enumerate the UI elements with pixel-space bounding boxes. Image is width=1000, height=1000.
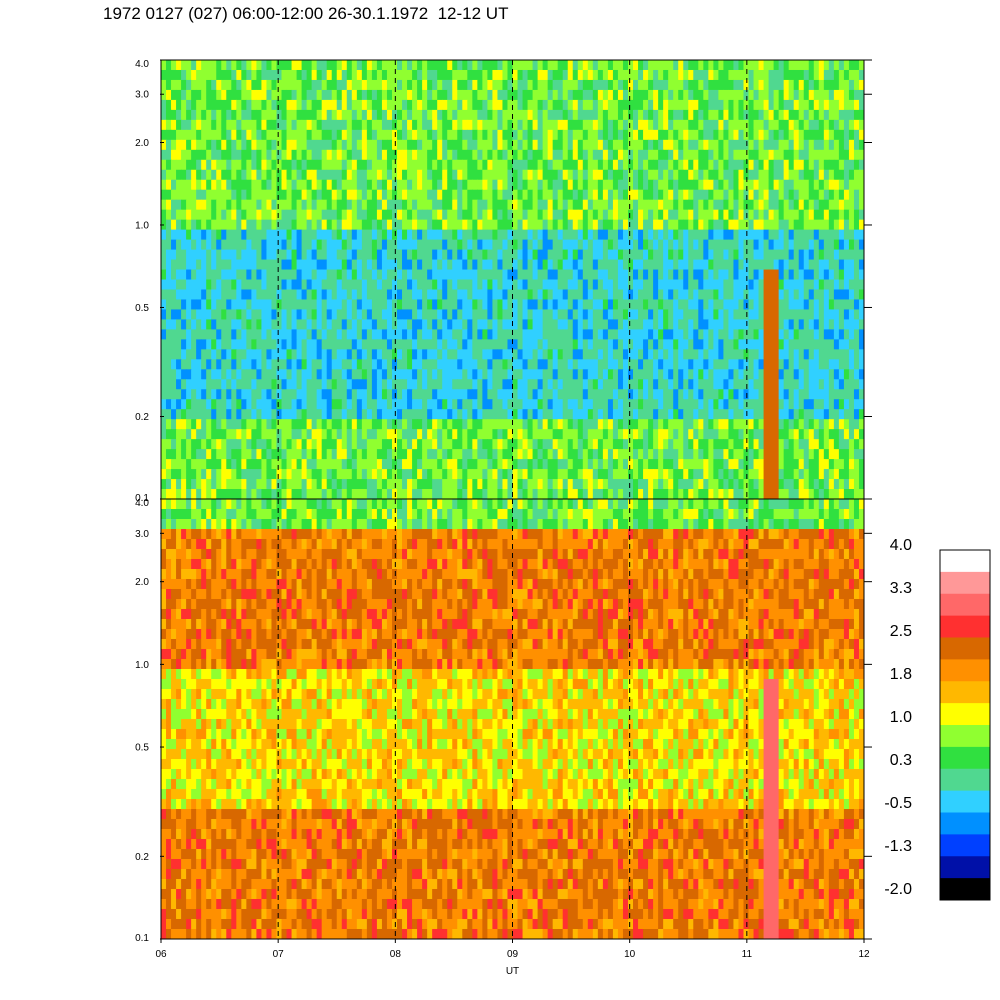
colorbar-swatch (940, 834, 990, 857)
colorbar-swatch (940, 856, 990, 879)
x-tick-label: 07 (273, 949, 285, 960)
y-tick-label: 0.2 (135, 412, 149, 423)
x-tick-label: 06 (155, 949, 167, 960)
colorbar-frame (939, 549, 991, 901)
colorbar-swatch (940, 768, 990, 792)
colorbar-swatch (940, 725, 990, 748)
colorbar-swatch (940, 659, 990, 682)
x-axis-label: UT (506, 966, 519, 977)
colorbar-swatch (940, 571, 990, 595)
page-title: 1972 0127 (027) 06:00-12:00 26-30.1.1972… (103, 4, 509, 23)
y-tick-label: 1.0 (135, 660, 149, 671)
y-tick-label: 0.5 (135, 743, 149, 754)
colorbar-tick-label: -2.0 (884, 881, 912, 898)
colorbar-swatch (940, 812, 990, 835)
colorbar-swatch (940, 746, 990, 770)
y-tick-label: 2.0 (135, 577, 149, 588)
y-tick-label: 3.0 (135, 529, 149, 540)
colorbar-tick-label: 1.0 (890, 709, 912, 726)
y-tick-label: 4.0 (135, 59, 149, 70)
y-tick-label: 2.0 (135, 138, 149, 149)
colorbar-swatch (940, 550, 990, 573)
colorbar-tick-label: 4.0 (890, 537, 912, 554)
colorbar-swatch (940, 593, 990, 617)
y-tick-label: 1.0 (135, 221, 149, 232)
y-tick-label: 0.5 (135, 303, 149, 314)
colorbar-tick-label: 3.3 (890, 580, 912, 597)
x-tick-label: 10 (624, 949, 636, 960)
heatmap-panel-top (161, 60, 864, 499)
colorbar-tick-label: 2.5 (890, 623, 912, 640)
y-tick-label: 0.1 (135, 493, 149, 504)
y-tick-label: 0.2 (135, 852, 149, 863)
x-tick-label: 09 (507, 949, 519, 960)
y-tick-label: 3.0 (135, 90, 149, 101)
x-tick-label: 12 (858, 949, 870, 960)
colorbar-tick-label: 1.8 (890, 666, 912, 683)
colorbar: 4.0 3.3 2.5 1.8 1.0 0.3 -0.5 -1.3 -2.0 (884, 537, 991, 901)
x-tick-label: 11 (742, 949, 753, 960)
colorbar-swatch (940, 615, 990, 638)
y-tick-label: 4.0 (135, 498, 149, 509)
colorbar-tick-label: -1.3 (884, 838, 912, 855)
x-tick-label: 08 (390, 949, 402, 960)
colorbar-swatch (940, 637, 990, 660)
colorbar-swatch (940, 681, 990, 704)
colorbar-tick-label: -0.5 (884, 795, 912, 812)
colorbar-swatch (940, 878, 990, 901)
colorbar-tick-label: 0.3 (890, 752, 912, 769)
y-tick-label: 0.1 (135, 933, 149, 944)
colorbar-swatch (940, 790, 990, 813)
colorbar-swatch (940, 703, 990, 726)
heatmap-panel-bottom (161, 499, 864, 939)
